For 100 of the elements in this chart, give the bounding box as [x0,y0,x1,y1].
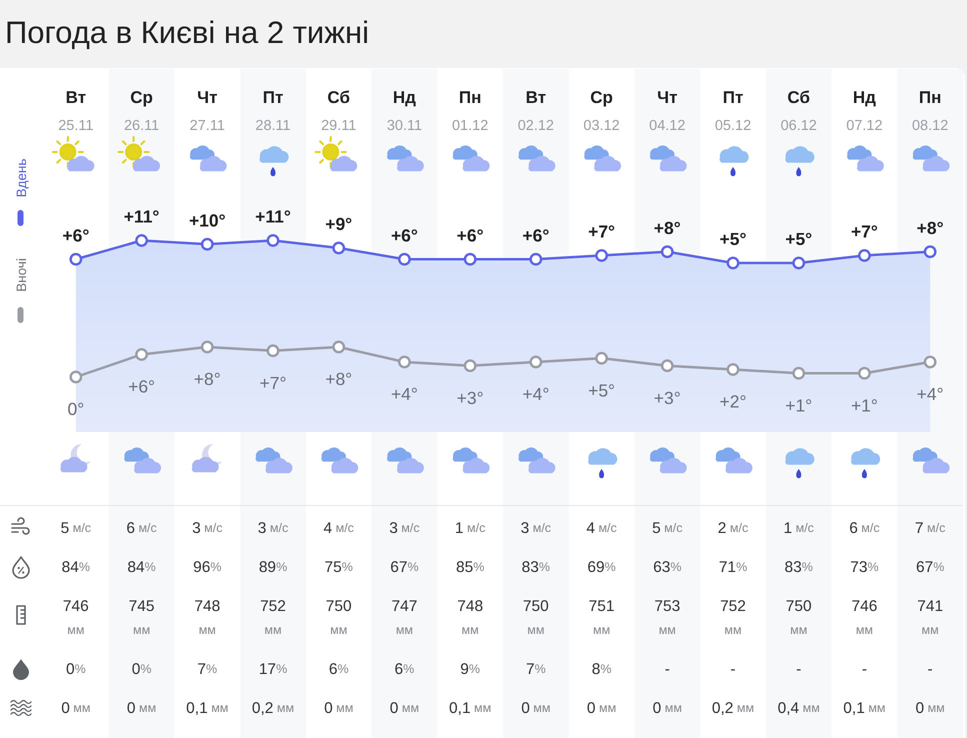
text: 0,1 мм [449,700,492,716]
point [266,344,280,358]
point [792,366,806,380]
text: 0 мм [390,700,420,716]
point [726,363,740,376]
point [595,352,608,365]
text: 741 мм [917,598,944,637]
point [924,356,937,368]
point [135,234,148,247]
text: - [928,660,933,678]
data-label: +7° [588,222,616,242]
data-label: +6° [456,225,484,246]
x-tick-label: Пт 05.12 [714,88,752,134]
point [924,245,937,258]
text: 4 м/с [586,520,617,536]
text: 7% [526,660,546,678]
text: 752 мм [260,598,286,637]
point [398,252,411,266]
point [792,256,806,270]
x-tick-label: Чт 04.12 [649,88,686,134]
data-label: +4° [916,384,944,404]
text: 746 мм [62,598,89,637]
point [200,340,214,354]
x-tick-label: Пн 01.12 [452,88,488,134]
text: 67% [916,558,944,576]
data-label: +3° [654,388,681,408]
point [858,366,871,380]
point [464,359,477,372]
text: 0,4 мм [778,700,820,716]
text: 3 м/с [192,520,222,536]
data-label: +8° [916,218,944,238]
text: 6% [328,660,349,678]
text: 6 м/с [126,520,157,536]
text: 748 мм [457,598,484,637]
data-label: 0° [67,399,84,419]
data-label: +4° [390,384,418,404]
text: 75% [324,558,353,576]
data-label: +1° [785,395,812,416]
text: 0,2 мм [712,700,754,716]
point [332,242,346,254]
point [660,245,674,258]
text: 1 м/с [454,520,486,536]
text: 7% [197,660,218,678]
text: 6 м/с [849,520,880,536]
data-label: +8° [325,369,352,389]
text: 750 мм [786,598,812,637]
point [266,234,280,247]
text: 1 м/с [784,520,814,536]
text: 753 мм [654,598,680,637]
text: 96% [193,558,222,576]
text: 0% [132,660,152,678]
chart-title: Погода в Києві на 2 тижні [5,15,369,50]
text: 5 м/с [652,520,682,536]
text: 73% [850,558,879,576]
text: 63% [653,558,682,576]
x-tick-label: Нд 30.11 [386,88,422,134]
data-label: +7° [850,222,878,242]
text: 8% [592,660,612,678]
x-tick-label: Ср 03.12 [583,88,620,134]
text: 0 мм [521,700,551,716]
text: 84% [127,558,156,576]
text: 85% [456,558,484,576]
text: 0 мм [61,700,91,716]
point [529,252,542,266]
point [464,252,477,266]
point [529,356,542,368]
text: 750 мм [522,598,550,637]
data-label: +7° [260,372,286,393]
text: 69% [587,558,616,576]
text: - [862,660,868,678]
x-tick-label: Нд 07.12 [846,88,883,134]
text: 17% [258,660,288,678]
text: Вночі [14,258,29,292]
text: 0,1 мм [186,700,228,716]
text: 752 мм [720,598,746,637]
x-tick-label: Вт 02.12 [518,88,554,134]
text: 0 мм [324,700,354,716]
text: 746 мм [851,598,878,637]
text: - [730,660,736,678]
text: 2 м/с [718,520,748,536]
data-label: +6° [128,376,156,396]
text: 0 мм [126,700,156,716]
point [858,249,871,262]
text: 6% [394,660,414,678]
point [726,256,740,270]
text: 4 м/с [324,520,354,536]
data-label: +9° [325,214,352,234]
data-label: +3° [456,388,484,408]
point [332,340,346,354]
x-tick-label: Сб 06.12 [780,88,817,134]
text: 751 мм [588,598,615,637]
text: 747 мм [391,598,418,637]
data-label: +5° [785,229,812,249]
data-label: +11° [255,206,291,226]
text: 67% [390,558,419,576]
point [398,356,411,368]
text: 0 мм [915,700,945,716]
point [69,370,82,384]
text: 83% [522,558,550,576]
text: 84% [62,558,90,576]
